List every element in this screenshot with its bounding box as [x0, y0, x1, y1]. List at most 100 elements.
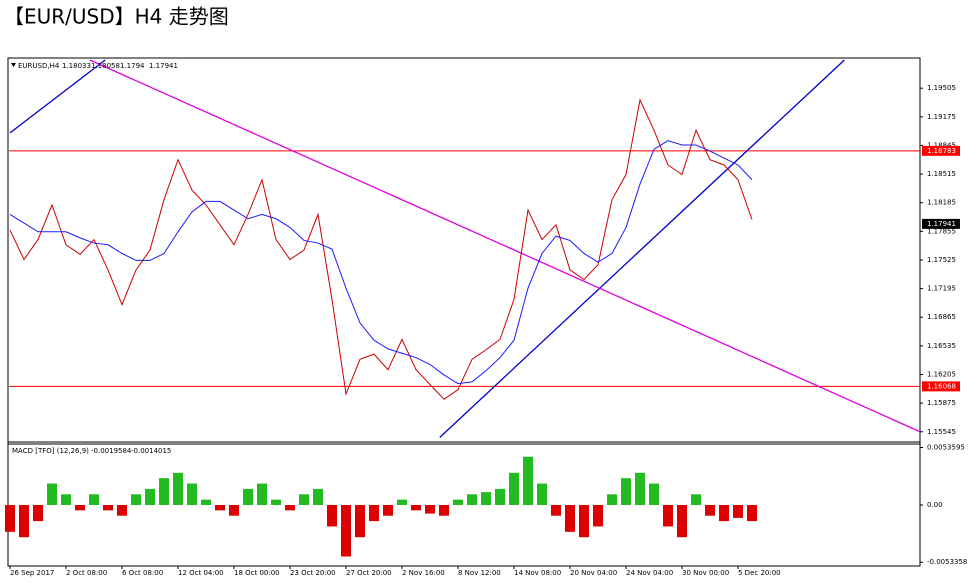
- x-tick-label: 24 Nov 04:00: [626, 569, 673, 577]
- macd-bar: [355, 505, 365, 538]
- trendline: [9, 59, 106, 134]
- x-tick-label: 20 Nov 04:00: [570, 569, 617, 577]
- x-tick-label: 8 Nov 12:00: [458, 569, 501, 577]
- price-panel: [9, 59, 920, 438]
- y-tick-label: 1.18515: [927, 170, 956, 178]
- macd-bar: [663, 505, 673, 527]
- y-tick-label: 1.18845: [927, 141, 956, 149]
- y-tick-label: 1.18185: [927, 199, 956, 207]
- y-tick-label: 1.16865: [927, 313, 956, 321]
- macd-bar: [733, 505, 743, 518]
- macd-bar: [579, 505, 589, 538]
- x-tick-label: 14 Nov 08:00: [514, 569, 561, 577]
- price-line: [9, 140, 753, 385]
- macd-bar: [523, 456, 533, 505]
- macd-bar: [705, 505, 715, 516]
- x-tick-label: 6 Oct 08:00: [122, 569, 163, 577]
- ohlc-readout: 1.18058: [91, 62, 120, 70]
- macd-bar: [369, 505, 379, 522]
- macd-bar: [453, 499, 463, 505]
- macd-bar: [243, 488, 253, 505]
- macd-bar: [481, 492, 491, 505]
- macd-bar: [173, 472, 183, 505]
- macd-bar: [33, 505, 43, 522]
- macd-bar: [299, 494, 309, 505]
- macd-bar: [411, 505, 421, 511]
- macd-bar: [229, 505, 239, 516]
- x-tick-label: 2 Oct 08:00: [66, 569, 107, 577]
- y-tick-label: 0.00: [927, 501, 943, 509]
- y-tick-label: 1.16535: [927, 342, 956, 350]
- price-label-box: [922, 145, 960, 156]
- y-tick-label: 1.16205: [927, 370, 956, 378]
- macd-bar: [467, 494, 477, 505]
- y-tick-label: 1.19505: [927, 84, 956, 92]
- macd-bar: [19, 505, 29, 538]
- macd-bar: [621, 478, 631, 505]
- macd-bar: [327, 505, 337, 527]
- macd-bar: [607, 494, 617, 505]
- macd-bar: [747, 505, 757, 522]
- macd-bar: [509, 472, 519, 505]
- macd-bar: [425, 505, 435, 514]
- macd-bar: [159, 478, 169, 505]
- ohlc-readout: 1.18033: [62, 62, 91, 70]
- macd-bar: [383, 505, 393, 516]
- macd-bar: [117, 505, 127, 516]
- macd-bar: [47, 483, 57, 505]
- current-price-label: 1.17941: [927, 220, 956, 228]
- y-tick-label: 1.17195: [927, 285, 956, 293]
- macd-bar: [397, 499, 407, 505]
- macd-bar: [593, 505, 603, 527]
- ohlc-readout: 1.1794: [120, 62, 145, 70]
- macd-bar: [649, 483, 659, 505]
- macd-bar: [313, 488, 323, 505]
- price-label: 1.16068: [927, 382, 956, 390]
- macd-bar: [565, 505, 575, 532]
- macd-bar: [635, 472, 645, 505]
- macd-bar: [215, 505, 225, 511]
- y-tick-label: 0.0053595: [927, 444, 965, 452]
- price-label: 1.18783: [927, 147, 956, 155]
- trendline: [439, 59, 845, 438]
- macd-bar: [677, 505, 687, 538]
- x-tick-label: 12 Oct 04:00: [178, 569, 224, 577]
- macd-bar: [5, 505, 15, 532]
- symbol-label: EURUSD,H4: [18, 62, 60, 70]
- x-tick-label: 30 Nov 00:00: [682, 569, 729, 577]
- y-tick-label: 1.15545: [927, 428, 956, 436]
- trendline: [89, 59, 920, 433]
- indicator-readout: -0.0014015: [131, 447, 171, 455]
- macd-bar: [537, 483, 547, 505]
- x-tick-label: 18 Oct 00:00: [234, 569, 280, 577]
- macd-bar: [719, 505, 729, 522]
- y-tick-label: 1.17855: [927, 227, 956, 235]
- macd-bar: [201, 499, 211, 505]
- macd-bar: [495, 488, 505, 505]
- x-tick-label: 27 Oct 20:00: [346, 569, 392, 577]
- macd-bar: [61, 494, 71, 505]
- macd-bar: [439, 505, 449, 516]
- price-line: [9, 98, 753, 400]
- y-tick-label: 1.17525: [927, 256, 956, 264]
- current-price-box: [922, 218, 960, 229]
- macd-bar: [551, 505, 561, 516]
- macd-bar: [75, 505, 85, 511]
- macd-bar: [187, 483, 197, 505]
- y-tick-label: 1.15875: [927, 399, 956, 407]
- price-label-box: [922, 381, 960, 392]
- y-tick-label: 1.19175: [927, 113, 956, 121]
- macd-bar: [271, 499, 281, 505]
- x-tick-label: 2 Nov 16:00: [402, 569, 445, 577]
- macd-bar: [131, 494, 141, 505]
- page-title: 【EUR/USD】H4 走势图: [4, 5, 229, 29]
- macd-bar: [89, 494, 99, 505]
- x-tick-label: 26 Sep 2017: [10, 569, 54, 577]
- dropdown-icon: [11, 63, 16, 67]
- macd-bar: [103, 505, 113, 511]
- macd-bar: [341, 505, 351, 557]
- x-tick-label: 5 Dec 20:00: [738, 569, 781, 577]
- x-tick-label: 23 Oct 20:00: [290, 569, 336, 577]
